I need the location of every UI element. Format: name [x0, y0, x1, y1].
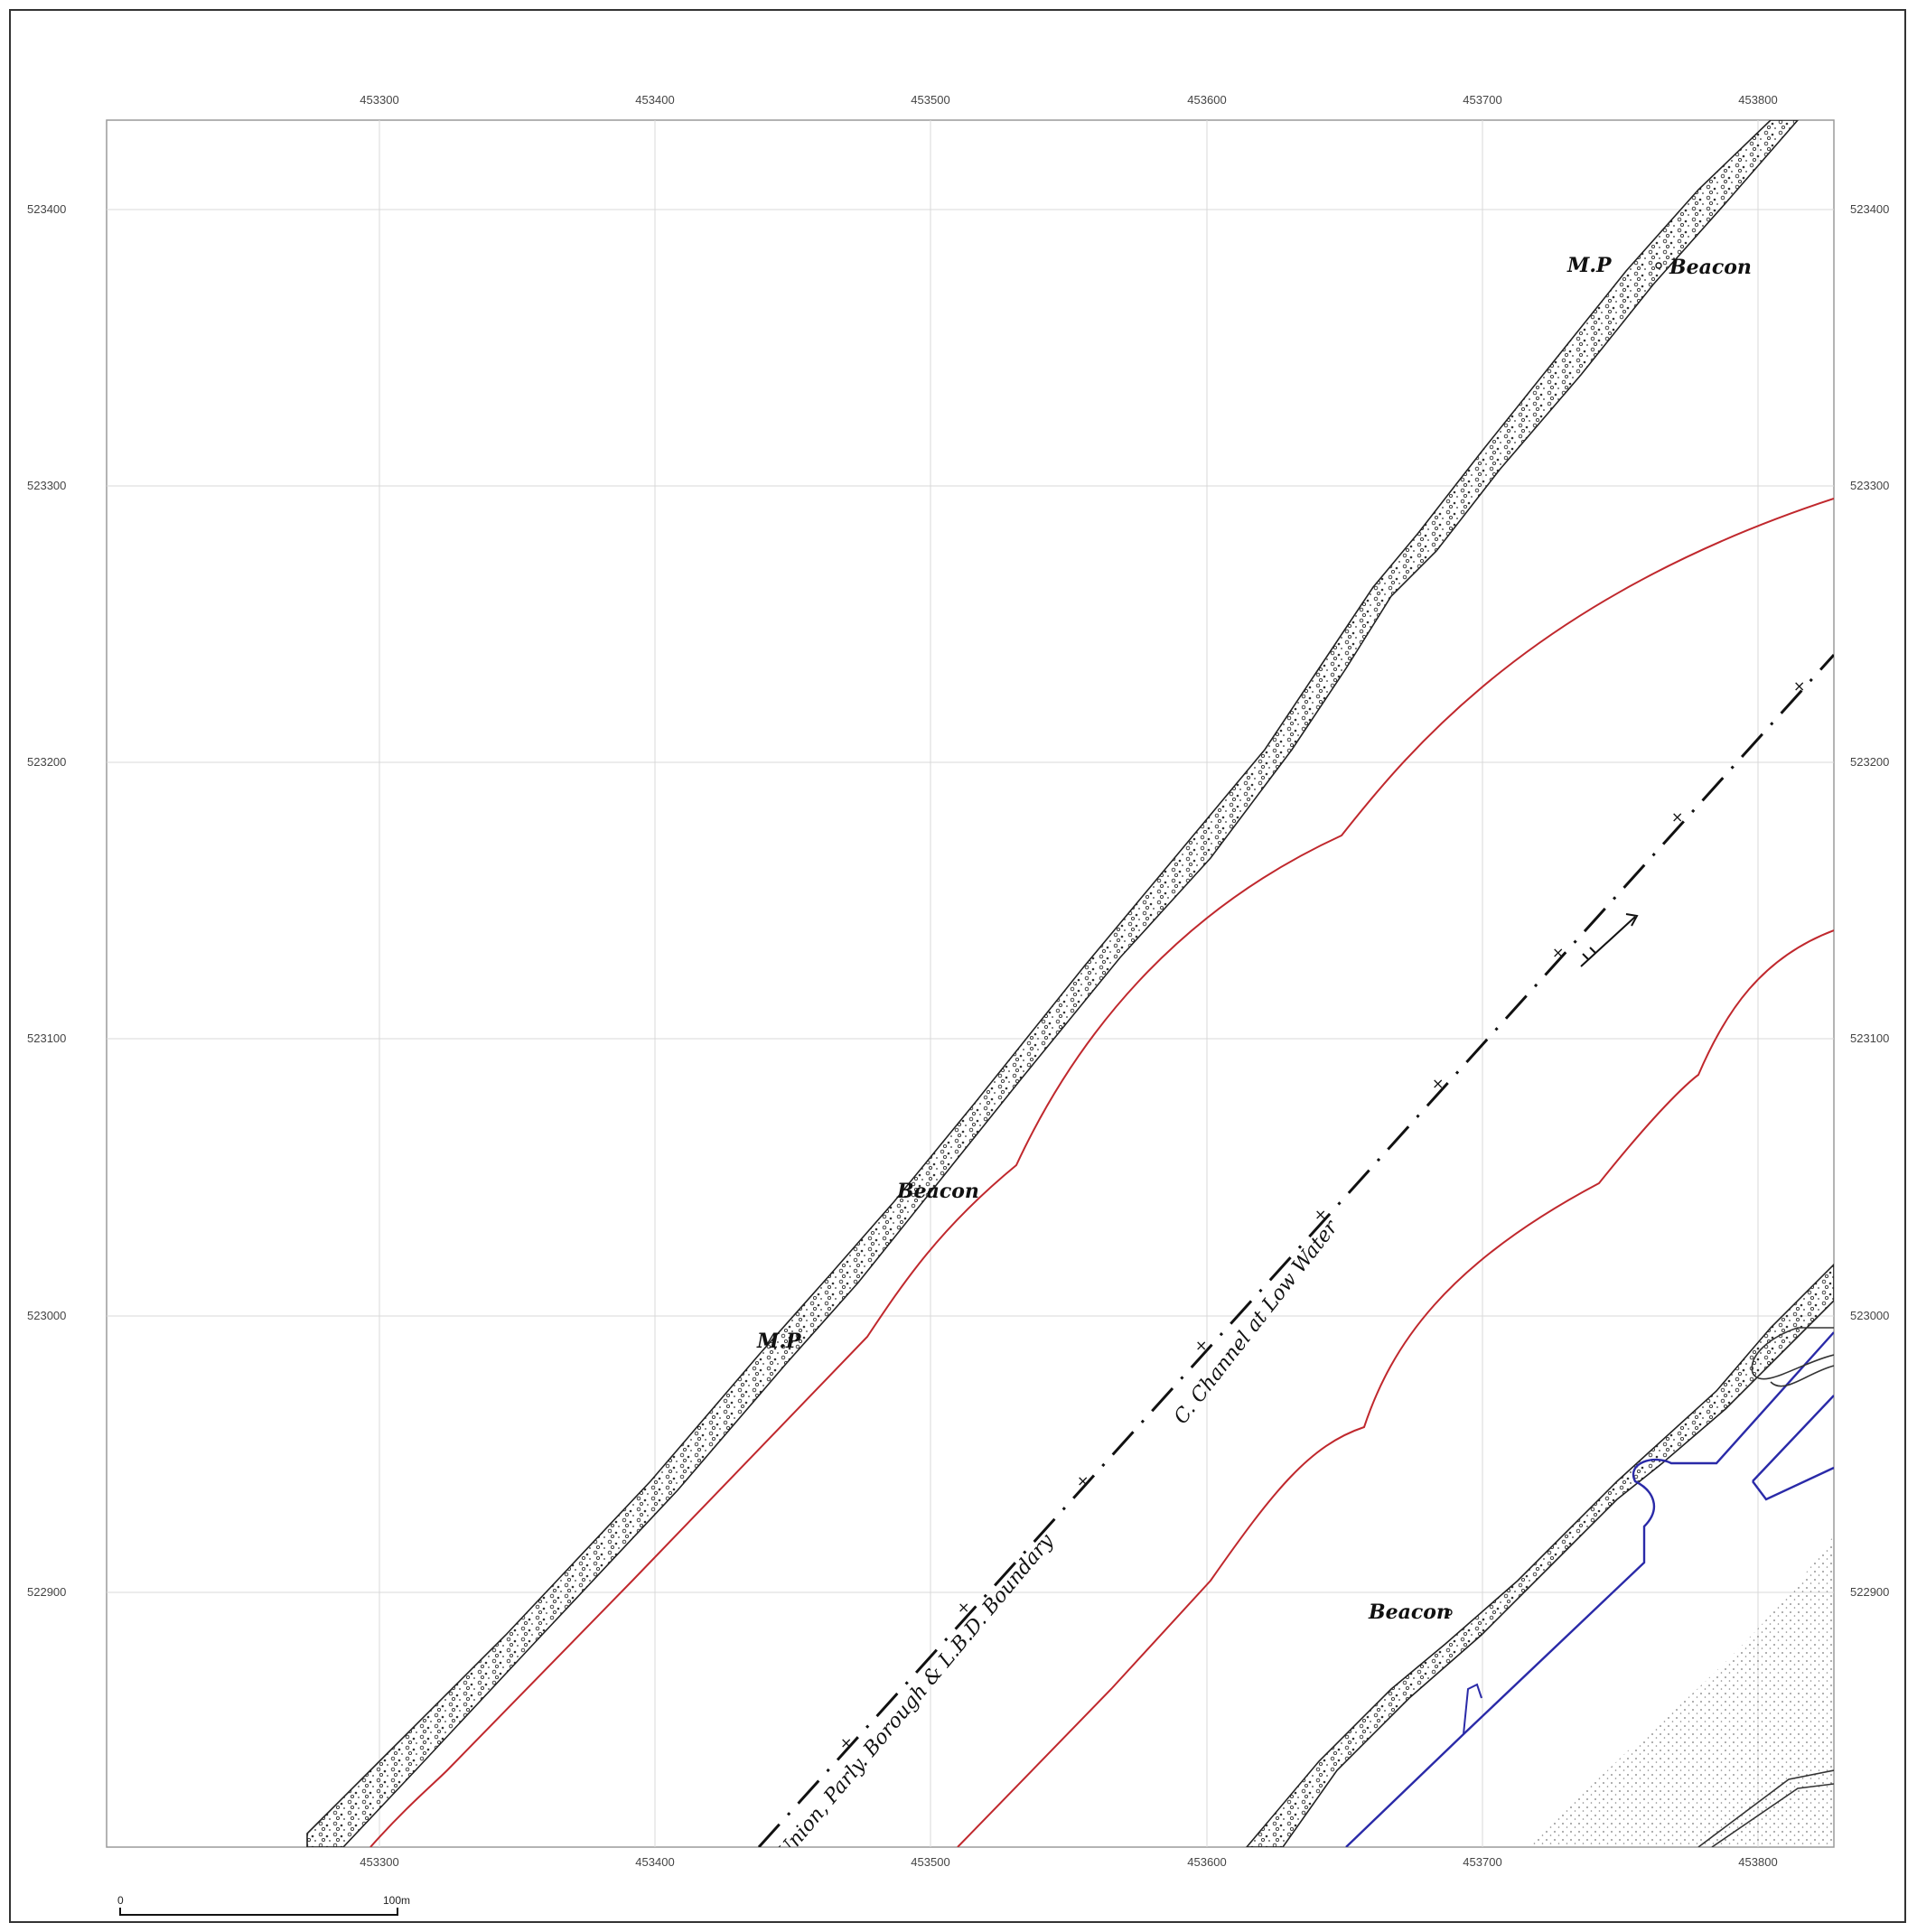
svg-text:×: × [840, 1734, 852, 1751]
y-axis-right: 523400 523300 523200 523100 523000 52290… [1850, 202, 1889, 1599]
label-mp-mid: M.P [756, 1330, 802, 1353]
inlet-outline [1751, 1327, 1834, 1387]
y-tick-right: 523200 [1850, 755, 1889, 769]
x-tick-bottom: 453300 [360, 1855, 398, 1869]
y-tick-left: 523200 [27, 755, 66, 769]
blue-pier-inner [1752, 1395, 1834, 1501]
label-beacon-top: Beacon [1669, 256, 1752, 279]
x-tick-bottom: 453600 [1187, 1855, 1226, 1869]
x-tick-bottom: 453800 [1738, 1855, 1777, 1869]
red-line-lower [957, 929, 1834, 1847]
y-tick-left: 522900 [27, 1585, 66, 1599]
scale-bar: 0 100m [117, 1894, 410, 1916]
y-tick-right: 523400 [1850, 202, 1889, 216]
red-line-upper [369, 498, 1834, 1847]
scale-start-label: 0 [117, 1894, 124, 1907]
beacon-marker-top [1655, 262, 1662, 269]
y-tick-right: 523100 [1850, 1031, 1889, 1045]
x-axis-top: 453300 453400 453500 453600 453700 45380… [360, 93, 1777, 107]
blue-pier-outline [1345, 1331, 1834, 1847]
coordinate-grid [107, 120, 1834, 1847]
y-tick-left: 523300 [27, 479, 66, 492]
x-tick-top: 453400 [635, 93, 674, 107]
boundary-cross-marks: × × × × × × × × × [840, 677, 1805, 1751]
scale-end-label: 100m [383, 1894, 410, 1907]
x-tick-top: 453500 [911, 93, 949, 107]
x-tick-top: 453300 [360, 93, 398, 107]
label-beacon-mid: Beacon [896, 1180, 979, 1203]
y-tick-right: 523000 [1850, 1309, 1889, 1322]
x-tick-top: 453800 [1738, 93, 1777, 107]
flow-arrow-icon [1580, 913, 1639, 967]
svg-text:×: × [1314, 1206, 1326, 1223]
label-beacon-low: Beacon [1368, 1601, 1451, 1624]
beacon-marker-low [1445, 1609, 1453, 1616]
road-edge [1697, 1769, 1834, 1847]
svg-text:×: × [1077, 1472, 1089, 1489]
x-tick-bottom: 453700 [1463, 1855, 1501, 1869]
y-axis-left: 523400 523300 523200 523100 523000 52290… [27, 202, 66, 1599]
x-axis-bottom: 453300 453400 453500 453600 453700 45380… [360, 1855, 1777, 1869]
svg-text:×: × [1432, 1075, 1444, 1092]
y-tick-right: 523300 [1850, 479, 1889, 492]
x-tick-bottom: 453400 [635, 1855, 674, 1869]
shingle-bank-upper [306, 120, 1800, 1847]
sand-area [1527, 1535, 1834, 1847]
svg-text:×: × [1195, 1337, 1207, 1354]
map-frame [9, 9, 1906, 1923]
x-tick-top: 453700 [1463, 93, 1501, 107]
blue-pier-jetty [1463, 1683, 1482, 1735]
x-tick-top: 453600 [1187, 93, 1226, 107]
y-tick-left: 523000 [27, 1309, 66, 1322]
svg-text:×: × [1671, 808, 1683, 826]
label-mp-top: M.P [1566, 254, 1613, 277]
svg-text:×: × [1793, 677, 1805, 695]
svg-text:×: × [1552, 944, 1564, 961]
y-tick-left: 523400 [27, 202, 66, 216]
x-tick-bottom: 453500 [911, 1855, 949, 1869]
svg-text:×: × [958, 1599, 969, 1616]
y-tick-left: 523100 [27, 1031, 66, 1045]
y-tick-right: 522900 [1850, 1585, 1889, 1599]
